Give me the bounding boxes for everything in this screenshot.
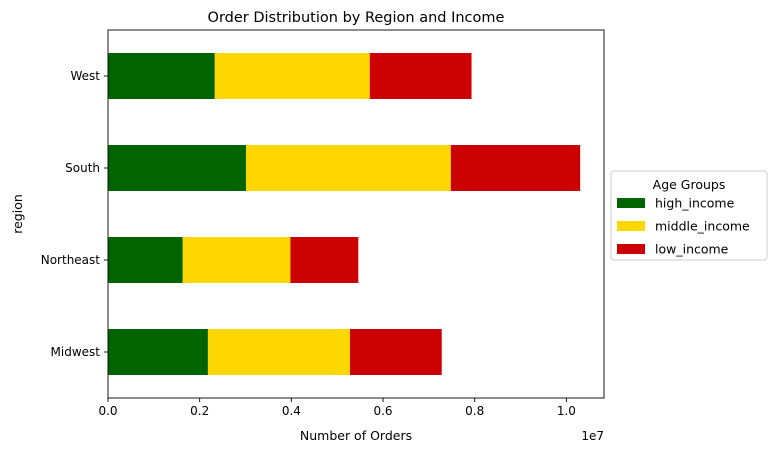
bar-south-middle-income	[245, 145, 451, 191]
legend-label-middle-income: middle_income	[655, 219, 750, 234]
x-tick-label: 0.0	[98, 404, 117, 418]
x-tick-label: 0.4	[282, 404, 301, 418]
bar-midwest-high-income	[108, 329, 208, 375]
legend-swatch-low-income	[617, 244, 645, 254]
plot-frame	[107, 29, 605, 399]
chart-title: Order Distribution by Region and Income	[208, 10, 505, 26]
bar-midwest-low-income	[350, 329, 442, 375]
y-tick-label-northeast: Northeast	[41, 253, 101, 267]
x-axis-ticks: 0.0 0.2 0.4 0.6 0.8 1.0	[98, 398, 576, 418]
y-axis-ticks: Midwest Northeast South West	[41, 69, 108, 359]
bar-south-high-income	[108, 145, 246, 191]
x-tick-label: 0.8	[465, 404, 484, 418]
x-tick-label: 1.0	[557, 404, 576, 418]
bar-west-low-income	[369, 53, 472, 99]
legend-swatch-high-income	[617, 198, 645, 208]
x-tick-label: 0.2	[190, 404, 209, 418]
y-tick-label-west: West	[70, 69, 100, 83]
bar-northeast-high-income	[108, 237, 183, 283]
legend-box	[610, 170, 768, 261]
bar-south-low-income	[450, 145, 581, 191]
x-axis-label: Number of Orders	[300, 428, 412, 443]
x-axis-offset-text: 1e7	[581, 429, 604, 443]
y-tick-label-midwest: Midwest	[51, 345, 101, 359]
y-tick-label-south: South	[65, 161, 100, 175]
legend-swatch-middle-income	[617, 221, 645, 231]
bar-west-high-income	[108, 53, 215, 99]
bar-northeast-low-income	[290, 237, 359, 283]
legend: Age Groups high_income middle_income low_i…	[610, 170, 768, 261]
legend-title: Age Groups	[653, 177, 726, 192]
legend-label-high-income: high_income	[655, 196, 735, 211]
x-tick-label: 0.6	[373, 404, 392, 418]
y-axis-label: region	[10, 194, 25, 234]
legend-label-low-income: low_income	[655, 242, 729, 257]
bar-midwest-middle-income	[207, 329, 351, 375]
bars-group	[108, 53, 581, 375]
bar-northeast-middle-income	[182, 237, 291, 283]
bar-west-middle-income	[214, 53, 370, 99]
legend-items: high_income middle_income low_income	[617, 196, 750, 257]
